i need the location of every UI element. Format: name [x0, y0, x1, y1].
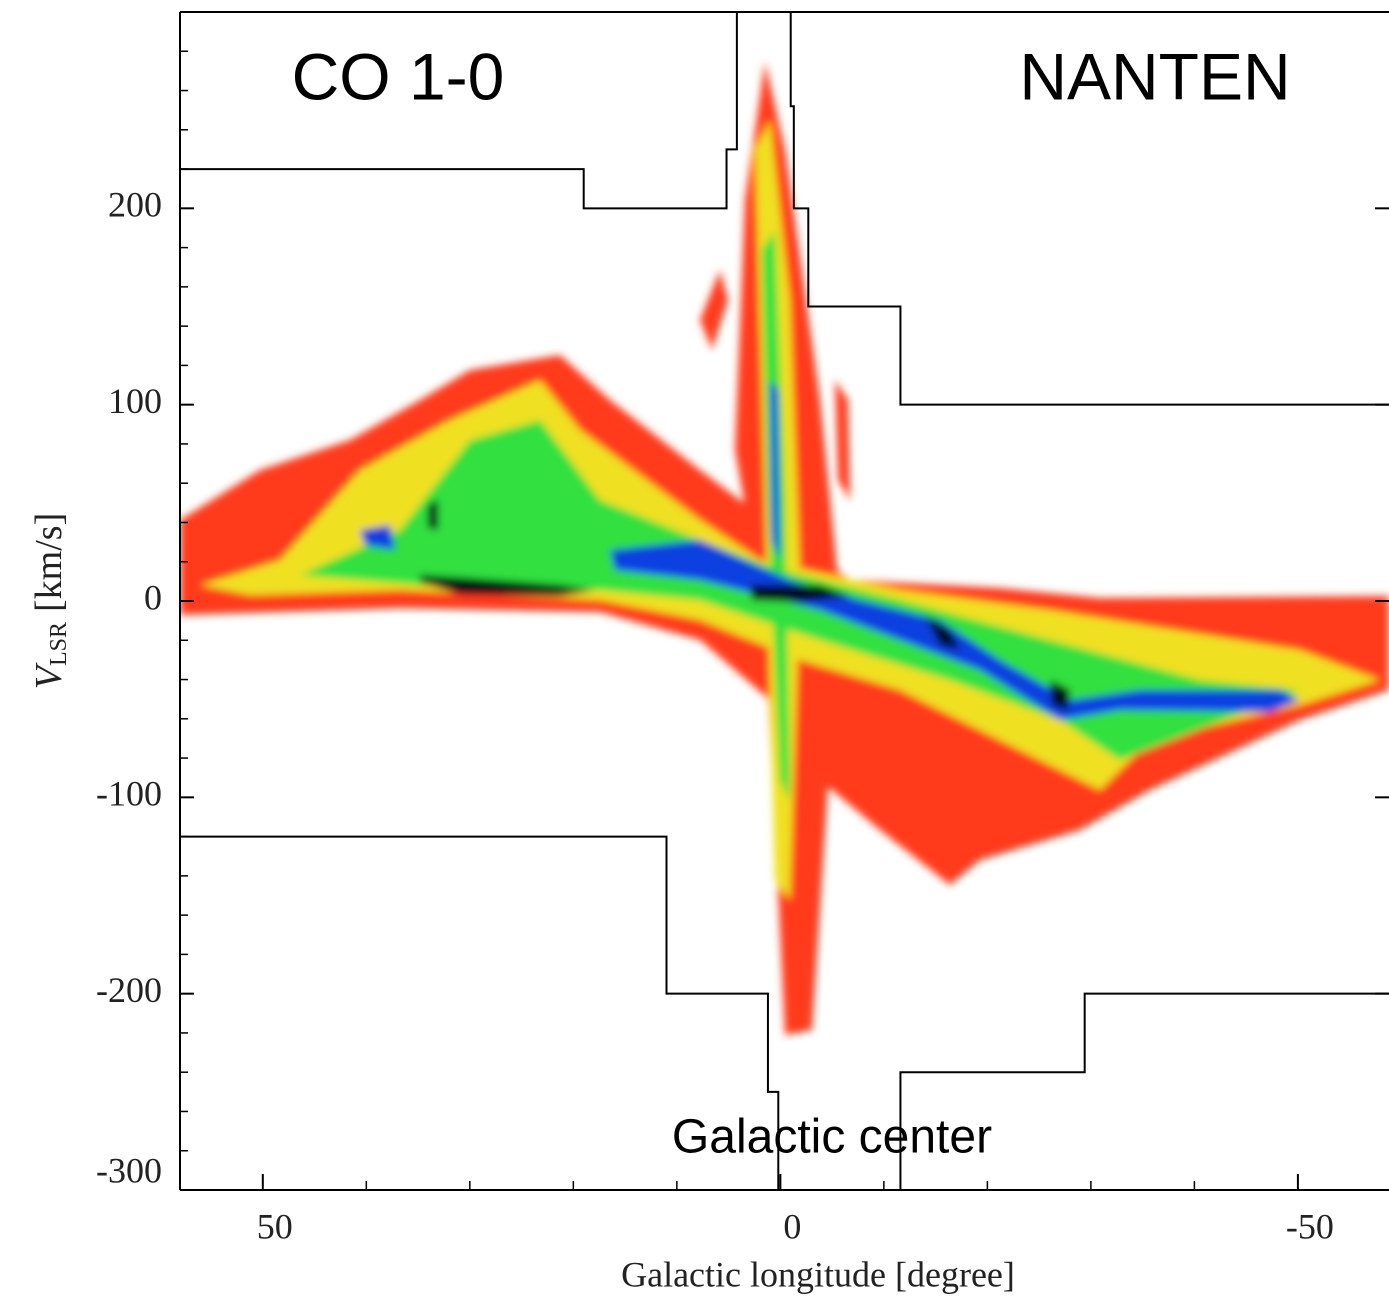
- boundary-line: [180, 12, 1389, 406]
- y-axis-label: VLSR [km/s]: [28, 513, 72, 689]
- boundary-line: [180, 835, 1389, 1190]
- annotation: NANTEN: [1019, 39, 1290, 113]
- y-tick-label: -200: [96, 970, 162, 1010]
- x-tick-label: -50: [1286, 1206, 1334, 1246]
- x-axis-label: Galactic longitude [degree]: [621, 1254, 1015, 1294]
- y-tick-label: 200: [108, 185, 162, 225]
- annotation: CO 1-0: [292, 39, 505, 113]
- y-tick-label: -300: [96, 1150, 162, 1190]
- annotation: Galactic center: [672, 1111, 992, 1164]
- y-tick-label: 100: [108, 381, 162, 421]
- emission-image: [180, 62, 1389, 1035]
- y-label-sub: LSR: [46, 622, 72, 666]
- y-tick-label: -100: [96, 774, 162, 814]
- x-tick-label: 50: [257, 1206, 293, 1246]
- y-label-main: V: [28, 662, 70, 689]
- y-tick-label: 0: [144, 577, 162, 617]
- y-label-unit: [km/s]: [28, 513, 70, 612]
- x-tick-label: 0: [783, 1206, 801, 1246]
